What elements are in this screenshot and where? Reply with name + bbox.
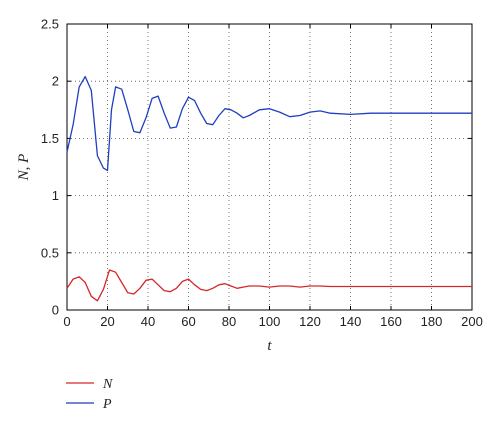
x-tick-label: 160 (380, 314, 402, 329)
series-line-n (66, 269, 472, 302)
y-tick-label: 1.5 (41, 131, 59, 146)
x-tick-label: 100 (259, 314, 281, 329)
legend: N P (66, 377, 113, 412)
x-tick-label: 120 (299, 314, 321, 329)
x-axis-label: t (267, 338, 272, 354)
y-tick-label: 0.5 (41, 245, 59, 260)
axis-ticks: 0 20 40 60 80 100 120 140 160 180 200 0 0.5 1 1.5 2 2.5 (41, 17, 483, 330)
y-tick-label: 2 (52, 74, 59, 89)
grid (67, 24, 472, 310)
x-tick-label: 180 (421, 314, 443, 329)
plot-frame (66, 23, 473, 311)
x-tick-label: 40 (141, 314, 155, 329)
x-tick-label: 140 (340, 314, 362, 329)
x-tick-label: 200 (461, 314, 483, 329)
series-line-p (66, 75, 472, 172)
y-tick-label: 0 (52, 303, 59, 318)
x-tick-label: 60 (181, 314, 195, 329)
series-layer (66, 75, 472, 302)
y-tick-label: 2.5 (41, 17, 59, 32)
legend-label-n: N (102, 377, 113, 392)
x-tick-label: 80 (222, 314, 236, 329)
y-axis-label: N, P (16, 154, 32, 182)
x-tick-label: 0 (63, 314, 70, 329)
legend-label-p: P (102, 397, 112, 412)
x-tick-label: 20 (100, 314, 114, 329)
y-tick-label: 1 (52, 188, 59, 203)
